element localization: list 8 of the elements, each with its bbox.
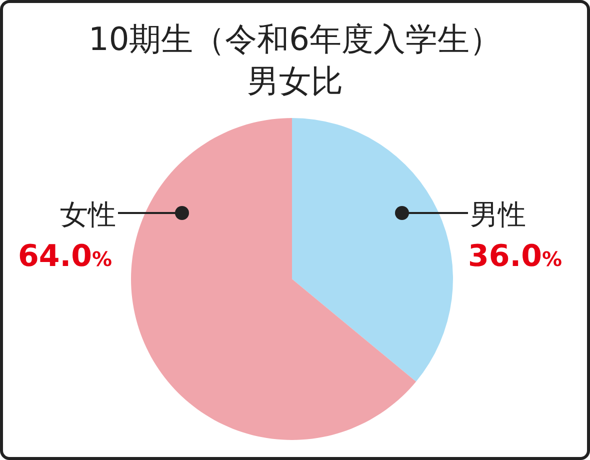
slice-label: 男性	[470, 198, 526, 231]
chart-subtitle: 男女比	[247, 62, 343, 100]
slice-label: 女性	[60, 198, 116, 231]
data-label: 64.0%	[18, 239, 112, 274]
chart-title: 10期生（令和6年度入学生）	[88, 20, 502, 58]
data-label: 36.0%	[468, 239, 562, 274]
pie-slice	[131, 118, 416, 440]
pie-slice	[292, 118, 453, 382]
